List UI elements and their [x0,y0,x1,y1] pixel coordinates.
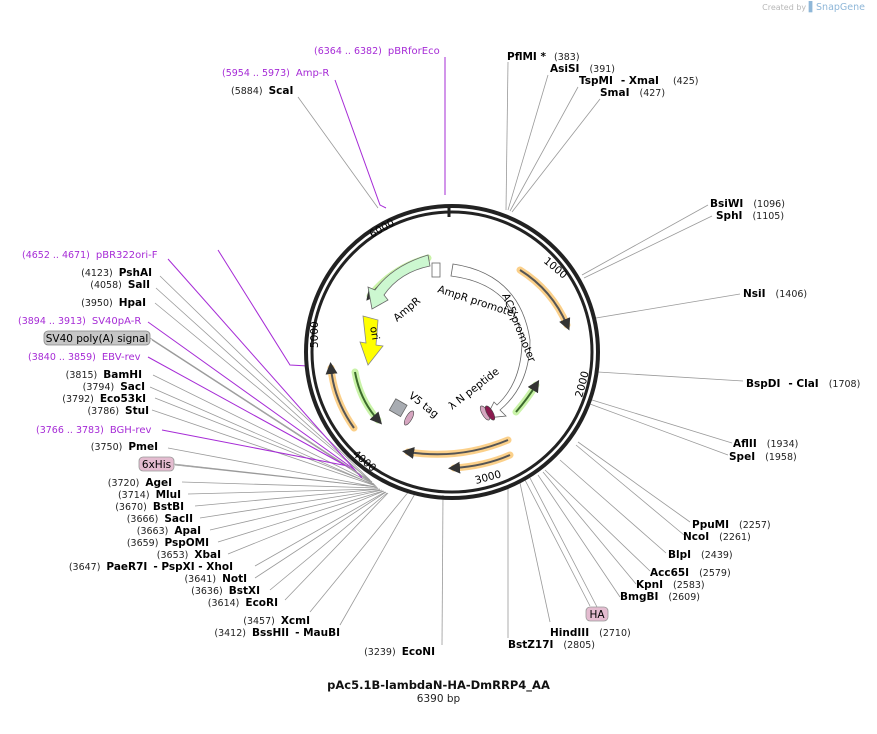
svg-text:BsiWI(1096): BsiWI (1096) [710,198,785,210]
svg-text:(5884)ScaI: (5884) ScaI [231,85,293,97]
svg-text:Acc65I(2579): Acc65I (2579) [650,567,731,579]
svg-text:(3653)XbaI: (3653) XbaI [157,549,221,561]
boxed-feature-6xhis[interactable]: 6xHis [138,456,175,472]
svg-text:SV40 poly(A) signal: SV40 poly(A) signal [46,333,149,345]
plasmid-length: 6390 bp [416,693,461,705]
svg-text:(4058)SalI: (4058) SalI [90,279,150,291]
svg-text:(6364 .. 6382)pBRforEco: (6364 .. 6382) pBRforEco [314,46,440,57]
svg-text:BspDI- ClaI(1708): BspDI - ClaI (1708) [746,378,860,390]
svg-text:6000: 6000 [368,217,397,241]
map-title-block: pAc5.1B-lambdaN-HA-DmRRP4_AA 6390 bp [0,678,877,705]
svg-text:SphI(1105): SphI (1105) [716,210,784,222]
enzyme-labels-left: (4123) PshAI (4058) SalI (3950) HpaI (3815)… [62,267,435,658]
svg-text:AflII(1934): AflII (1934) [733,438,798,450]
snapgene-credit: Created by ▌SnapGene [762,2,865,13]
primer-lines [147,57,446,479]
svg-text:HA: HA [589,609,605,621]
feature-his-marker [403,410,415,426]
svg-text:BstZ17I(2805): BstZ17I (2805) [508,639,595,651]
svg-text:(3792)Eco53kI: (3792) Eco53kI [62,393,146,405]
feature-amp-r[interactable] [367,254,441,310]
feature-ori-label: ori [367,326,381,342]
svg-text:5000: 5000 [309,321,321,348]
leader-lines [297,61,744,646]
svg-text:(3239)EcoNI: (3239) EcoNI [364,646,435,658]
svg-text:NsiI(1406): NsiI (1406) [743,288,807,300]
primer-labels: (6364 .. 6382) pBRforEco (5954 .. 5973) Am… [18,46,440,436]
svg-text:NcoI(2261): NcoI (2261) [683,531,751,543]
svg-text:(3894 .. 3913)SV40pA-R: (3894 .. 3913) SV40pA-R [18,316,141,327]
boxed-feature-ha[interactable]: HA [585,606,609,622]
svg-text:(3815)BamHI: (3815) BamHI [66,369,142,381]
tick-labels: 6000 1000 5000 2000 4000 3000 [309,217,592,487]
svg-text:(3750)PmeI: (3750) PmeI [91,441,158,453]
svg-text:(3641)NotI: (3641) NotI [184,573,247,585]
svg-text:(3663)ApaI: (3663) ApaI [137,525,201,537]
snapgene-logo-icon: ▌ [808,2,817,13]
boxed-feature-sv40-polya[interactable]: SV40 poly(A) signal [43,330,151,346]
credit-brand: SnapGene [816,2,865,13]
svg-text:(3614)EcoRI: (3614) EcoRI [208,597,278,609]
svg-text:(3636)BstXI: (3636) BstXI [191,585,260,597]
feature-ampr-promoter-acs-promoter-arrow[interactable] [450,263,531,419]
svg-text:6xHis: 6xHis [142,459,171,471]
svg-text:(3666)SacII: (3666) SacII [127,513,193,525]
svg-text:PflMI *(383): PflMI * (383) [507,51,580,63]
svg-text:SpeI(1958): SpeI (1958) [729,451,797,463]
svg-text:(3950)HpaI: (3950) HpaI [81,297,146,309]
svg-text:(3659)PspOMI: (3659) PspOMI [127,537,209,549]
svg-text:PpuMI(2257): PpuMI (2257) [692,519,771,531]
svg-text:BmgBI(2609): BmgBI (2609) [620,591,700,603]
feature-lambda-n-peptide[interactable] [483,405,496,422]
backbone-ring [304,204,600,500]
enzyme-labels-top: (5884) ScaI PflMI * (383) AsiSI (391) TspMI… [231,51,698,99]
svg-text:(3840 .. 3859)EBV-rev: (3840 .. 3859) EBV-rev [28,352,141,363]
feature-ampr-label: AmpR [391,295,423,324]
svg-text:TspMI- XmaI(425): TspMI - XmaI (425) [579,75,698,87]
orf-arcs [325,254,571,474]
svg-text:(5954 .. 5973)Amp-R: (5954 .. 5973) Amp-R [222,68,329,79]
svg-text:(3457)XcmI: (3457) XcmI [243,615,310,627]
svg-text:(3766 .. 3783)BGH-rev: (3766 .. 3783) BGH-rev [36,425,151,436]
feature-ac5-promoter-label: AC5 promoter [499,292,538,365]
svg-text:BlpI(2439): BlpI (2439) [668,549,733,561]
svg-text:(3714)MluI: (3714) MluI [118,489,181,501]
svg-text:HindIII(2710): HindIII (2710) [550,627,631,639]
svg-text:(3412)BssHII- MauBI: (3412) BssHII - MauBI [214,627,340,639]
svg-text:(3794)SacI: (3794) SacI [83,381,145,393]
enzyme-labels-right: BsiWI (1096) SphI (1105) NsiI (1406) BspDI -… [508,198,860,651]
plasmid-name: pAc5.1B-lambdaN-HA-DmRRP4_AA [327,678,550,692]
svg-text:KpnI(2583): KpnI (2583) [636,579,705,591]
svg-text:AsiSI(391): AsiSI (391) [550,63,615,75]
svg-text:(3670)BstBI: (3670) BstBI [115,501,184,513]
svg-text:(3720)AgeI: (3720) AgeI [108,477,172,489]
credit-prefix: Created by [762,3,807,12]
svg-text:(3647)PaeR7I- PspXI - XhoI: (3647) PaeR7I - PspXI - XhoI [69,561,233,573]
svg-text:(4123)PshAI: (4123) PshAI [81,267,152,279]
svg-text:SmaI(427): SmaI (427) [600,87,665,99]
svg-text:(4652 .. 4671)pBR322ori-F: (4652 .. 4671) pBR322ori-F [22,250,158,261]
feature-ori[interactable] [359,315,384,366]
svg-text:(3786)StuI: (3786) StuI [87,405,149,417]
feature-v5-tag-box[interactable] [388,398,408,418]
